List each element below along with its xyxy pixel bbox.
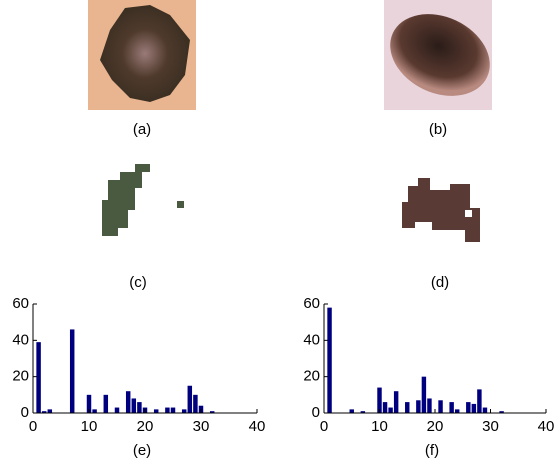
bar: [69, 329, 75, 413]
bar: [421, 376, 427, 413]
bar: [405, 402, 410, 413]
segment-c: [102, 164, 184, 236]
bar: [103, 394, 109, 413]
bar: [388, 407, 393, 413]
bar: [416, 400, 421, 413]
bar: [131, 398, 137, 413]
x-tick-label: 10: [81, 418, 98, 435]
image-b: [384, 0, 492, 110]
bar: [477, 389, 482, 413]
bar: [471, 403, 477, 413]
caption: (b): [429, 121, 447, 138]
y-tick-label: 20: [12, 368, 29, 385]
x-tick-label: 40: [538, 418, 555, 435]
bar: [181, 409, 187, 413]
bar: [125, 391, 131, 413]
bar: [114, 407, 120, 413]
caption: (e): [133, 442, 151, 459]
bar: [327, 307, 332, 413]
image-a: [88, 0, 196, 110]
bar: [427, 398, 432, 413]
y-tick-label: 0: [21, 404, 29, 421]
bar: [393, 391, 399, 413]
bar: [36, 342, 41, 413]
caption: (d): [431, 274, 449, 291]
y-tick-label: 60: [12, 295, 29, 312]
bar: [92, 409, 97, 413]
bar: [47, 409, 53, 413]
bar: [187, 385, 193, 413]
bar: [499, 411, 504, 413]
x-tick-label: 20: [427, 418, 444, 435]
bar: [193, 394, 198, 413]
y-tick-label: 40: [12, 331, 29, 348]
bar: [137, 402, 142, 413]
x-tick-label: 0: [320, 418, 328, 435]
bar: [153, 409, 159, 413]
y-tick-label: 40: [303, 331, 320, 348]
x-tick-label: 10: [371, 418, 388, 435]
caption: (c): [129, 274, 147, 291]
bar: [349, 409, 354, 413]
caption: (f): [425, 442, 439, 459]
x-tick-label: 20: [137, 418, 154, 435]
x-tick-label: 30: [193, 418, 210, 435]
bar: [170, 407, 176, 413]
bar: [482, 407, 488, 413]
bar: [449, 402, 454, 413]
bar: [454, 409, 460, 413]
bar: [41, 411, 47, 413]
bar: [165, 407, 170, 413]
y-tick-label: 20: [303, 368, 320, 385]
y-tick-label: 60: [303, 295, 320, 312]
bar: [360, 411, 366, 413]
bar: [438, 400, 443, 413]
segment-d: [402, 178, 480, 242]
x-tick-label: 40: [249, 418, 266, 435]
bar: [382, 402, 388, 413]
bar: [466, 402, 471, 413]
bar: [377, 387, 382, 413]
y-tick-label: 0: [312, 404, 320, 421]
bar: [86, 394, 92, 413]
x-tick-label: 30: [482, 418, 499, 435]
x-tick-label: 0: [29, 418, 37, 435]
bar: [209, 411, 215, 413]
caption: (a): [133, 121, 151, 138]
